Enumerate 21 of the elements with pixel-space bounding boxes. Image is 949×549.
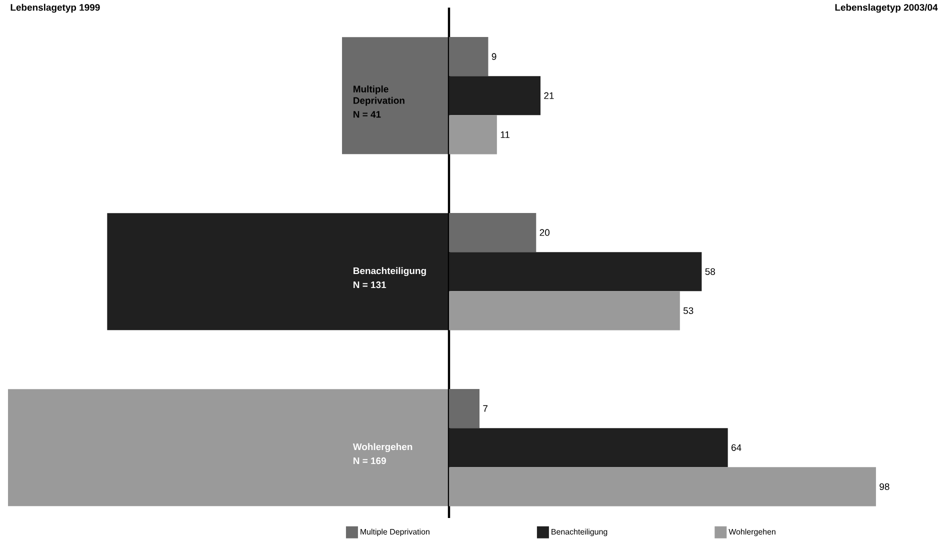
bar	[449, 388, 480, 428]
data-label: 21	[544, 92, 554, 99]
chart-title: Lebenslagetyp 1999	[10, 4, 100, 13]
data-label: 11	[500, 131, 510, 138]
y-tick-label: Wohlergehen	[352, 443, 412, 452]
data-label: 7	[483, 405, 488, 412]
data-label: 9	[492, 53, 496, 60]
y-tick-label: Benachteiligung	[354, 267, 426, 276]
bar	[449, 212, 536, 252]
data-label: N = 131	[354, 281, 386, 288]
data-label: 20	[540, 229, 550, 236]
data-label: 58	[705, 268, 716, 275]
data-label: 64	[732, 444, 742, 451]
y-tick-label: Multiple Deprivation	[354, 85, 404, 106]
data-label: 98	[880, 483, 890, 490]
bar	[449, 115, 497, 154]
data-label: N = 41	[354, 111, 381, 118]
data-label: N = 169	[354, 457, 386, 464]
bar	[449, 428, 728, 468]
chart-title: Lebenslagetyp 2003/04	[835, 4, 938, 13]
data-label: 53	[683, 307, 694, 314]
